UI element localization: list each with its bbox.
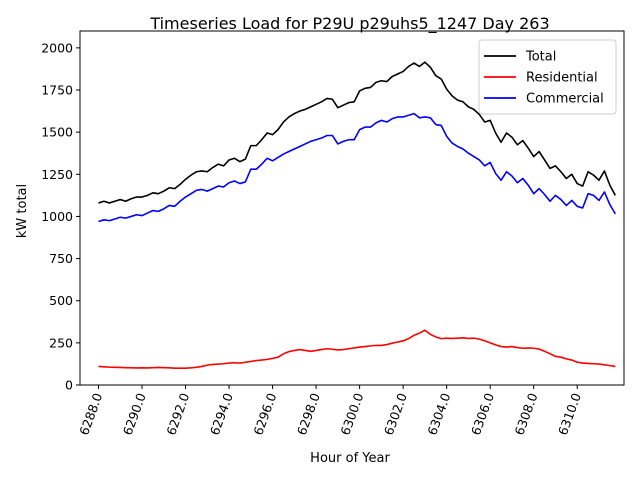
- y-tick-label: 2000: [41, 40, 73, 55]
- legend-box: [478, 39, 617, 115]
- y-axis-label: kW total: [15, 184, 30, 238]
- legend-label-residential: Residential: [526, 71, 598, 86]
- series-line-commercial: [98, 112, 616, 223]
- y-tick-label: 1000: [41, 209, 73, 224]
- y-tick-label: 1500: [41, 125, 73, 140]
- legend-entries: Total Residential Commercial: [484, 50, 604, 107]
- y-tick-label: 750: [49, 251, 73, 266]
- y-tick-label: 500: [49, 293, 73, 308]
- y-tick-label: 1250: [41, 167, 73, 182]
- plot-lines: [98, 61, 617, 369]
- series-line-total: [98, 61, 617, 204]
- legend: Total Residential Commercial: [478, 39, 617, 115]
- chart-title: Timeseries Load for P29U p29uhs5_1247 Da…: [149, 14, 549, 34]
- legend-label-commercial: Commercial: [526, 92, 604, 107]
- plot-frame: [79, 30, 625, 386]
- y-tick-label: 250: [49, 335, 73, 350]
- series-line-residential: [98, 329, 616, 369]
- y-tick-label: 1750: [41, 83, 73, 98]
- legend-label-total: Total: [525, 50, 556, 65]
- x-axis-label: Hour of Year: [310, 451, 390, 466]
- y-axis: 0 250 500 750 1000 1250 1500 1750 2000: [41, 40, 80, 393]
- y-tick-label: 0: [65, 378, 73, 393]
